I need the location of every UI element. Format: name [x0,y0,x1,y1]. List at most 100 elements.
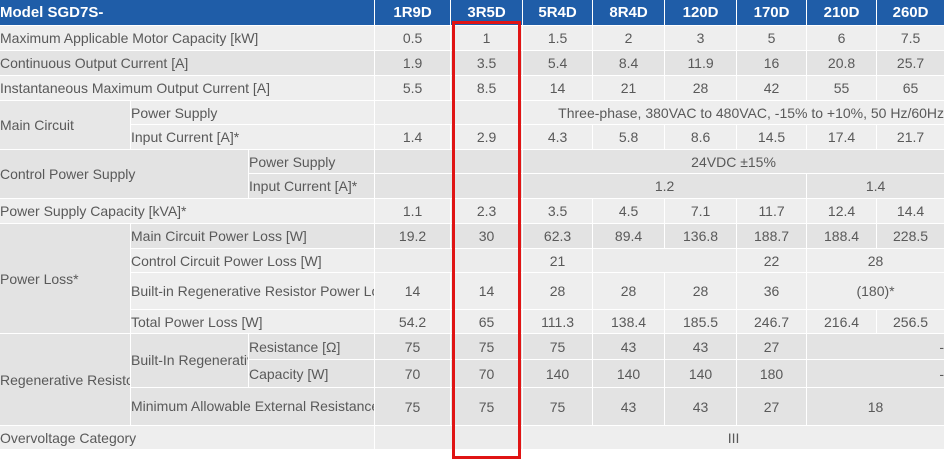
row-label: Main Circuit Power Loss [W] [131,224,376,249]
cell: 5.4 [523,51,594,76]
cell: 140 [523,360,594,388]
cell: 16 [737,51,808,76]
table-row: Maximum Applicable Motor Capacity [kW] 0… [0,26,945,51]
cell: 8.6 [665,125,738,150]
cell: 89.4 [593,224,666,249]
table-row: Control Power Supply Power Supply 24VDC … [0,150,945,199]
cell: 138.4 [593,310,666,334]
cell: 27 [737,334,808,360]
table-row: Power Supply Capacity [kVA]* 1.1 2.3 3.5… [0,199,945,224]
cell: 36 [737,273,808,310]
cell: III [523,426,945,450]
cell: 228.5 [877,224,945,249]
cell: 6 [807,26,878,51]
cell: 188.4 [807,224,878,249]
cell: - [807,334,945,360]
cell: 140 [665,360,738,388]
row-label: Capacity [W] [249,360,376,388]
cell: 216.4 [807,310,878,334]
group-label-power-loss: Power Loss* [0,224,131,334]
cell: 43 [665,388,738,426]
cell: 65 [877,76,945,101]
cell: 65 [451,310,524,334]
cell: 21 [593,76,666,101]
row-label: Resistance [Ω] [249,334,376,360]
cell: 25.7 [877,51,945,76]
spec-table: Model SGD7S- 1R9D 3R5D 5R4D 8R4D 120D 17… [0,0,945,450]
cell: 180 [737,360,808,388]
model-col-210d: 210D [807,0,878,26]
cell: 28 [665,273,738,310]
row-label: Built-in Regenerative Resistor Power Los… [131,273,376,310]
table-row: Regenerative Resistor Built-In Regenerat… [0,334,945,426]
cell: 75 [451,334,524,360]
cell: 62.3 [523,224,594,249]
cell: 188.7 [737,224,808,249]
cell [593,249,738,273]
cell: 8.4 [593,51,666,76]
cell: 75 [523,388,594,426]
cell: 3 [665,26,738,51]
cell: 1.1 [375,199,452,224]
cell: 70 [451,360,524,388]
cell: 43 [665,334,738,360]
cell [375,249,524,273]
cell: 43 [593,334,666,360]
cell: 19.2 [375,224,452,249]
table-row: Main Circuit Power Supply Three-phase, 3… [0,101,945,150]
model-col-170d: 170D [737,0,808,26]
cell: 1.5 [523,26,594,51]
table-row: Continuous Output Current [A] 1.9 3.5 5.… [0,51,945,76]
group-label-regen-resistor: Regenerative Resistor [0,334,131,426]
cell: 5 [737,26,808,51]
row-label: Input Current [A]* [249,174,376,199]
cell: 3.5 [451,51,524,76]
cell: 70 [375,360,452,388]
cell: 14.4 [877,199,945,224]
row-label: Power Supply [249,150,376,174]
cell: 18 [807,388,945,426]
row-label: Power Supply Capacity [kVA]* [0,199,376,224]
cell: 2.9 [451,125,524,150]
cell: 140 [593,360,666,388]
cell: 28 [665,76,738,101]
cell: 28 [523,273,594,310]
cell: 5.8 [593,125,666,150]
row-label: Maximum Applicable Motor Capacity [kW] [0,26,376,51]
table-row: Capacity [W] 70 70 140 140 140 180 - [0,360,945,388]
header-row: Model SGD7S- 1R9D 3R5D 5R4D 8R4D 120D 17… [0,0,945,26]
row-label: Built-In Regenerative Resistor [131,334,249,388]
cell: 1.4 [375,125,452,150]
group-label-control-power: Control Power Supply [0,150,249,199]
cell: 2.3 [451,199,524,224]
row-label: Continuous Output Current [A] [0,51,376,76]
cell: 28 [593,273,666,310]
cell: 21.7 [877,125,945,150]
model-col-5r4d: 5R4D [523,0,594,26]
row-label: Overvoltage Category [0,426,376,450]
table-row: Instantaneous Maximum Output Current [A]… [0,76,945,101]
model-col-8r4d: 8R4D [593,0,666,26]
cell: 30 [451,224,524,249]
cell: 75 [375,334,452,360]
cell: 14 [375,273,452,310]
table-row: Input Current [A]* 1.2 1.4 [0,174,945,199]
table-row: Power Loss* Main Circuit Power Loss [W] … [0,224,945,334]
cell: 42 [737,76,808,101]
cell: 1.4 [807,174,945,199]
row-label: Total Power Loss [W] [131,310,376,334]
table-row: Control Circuit Power Loss [W] 21 22 28 [0,249,945,273]
cell [375,174,524,199]
model-col-1r9d: 1R9D [375,0,452,26]
cell: Three-phase, 380VAC to 480VAC, -15% to +… [523,101,945,125]
cell: 12.4 [807,199,878,224]
cell: 185.5 [665,310,738,334]
group-label-main-circuit: Main Circuit [0,101,131,150]
cell: 43 [593,388,666,426]
cell [375,101,524,125]
cell: 11.9 [665,51,738,76]
cell: 75 [375,388,452,426]
cell: 20.8 [807,51,878,76]
cell: 256.5 [877,310,945,334]
cell: 17.4 [807,125,878,150]
